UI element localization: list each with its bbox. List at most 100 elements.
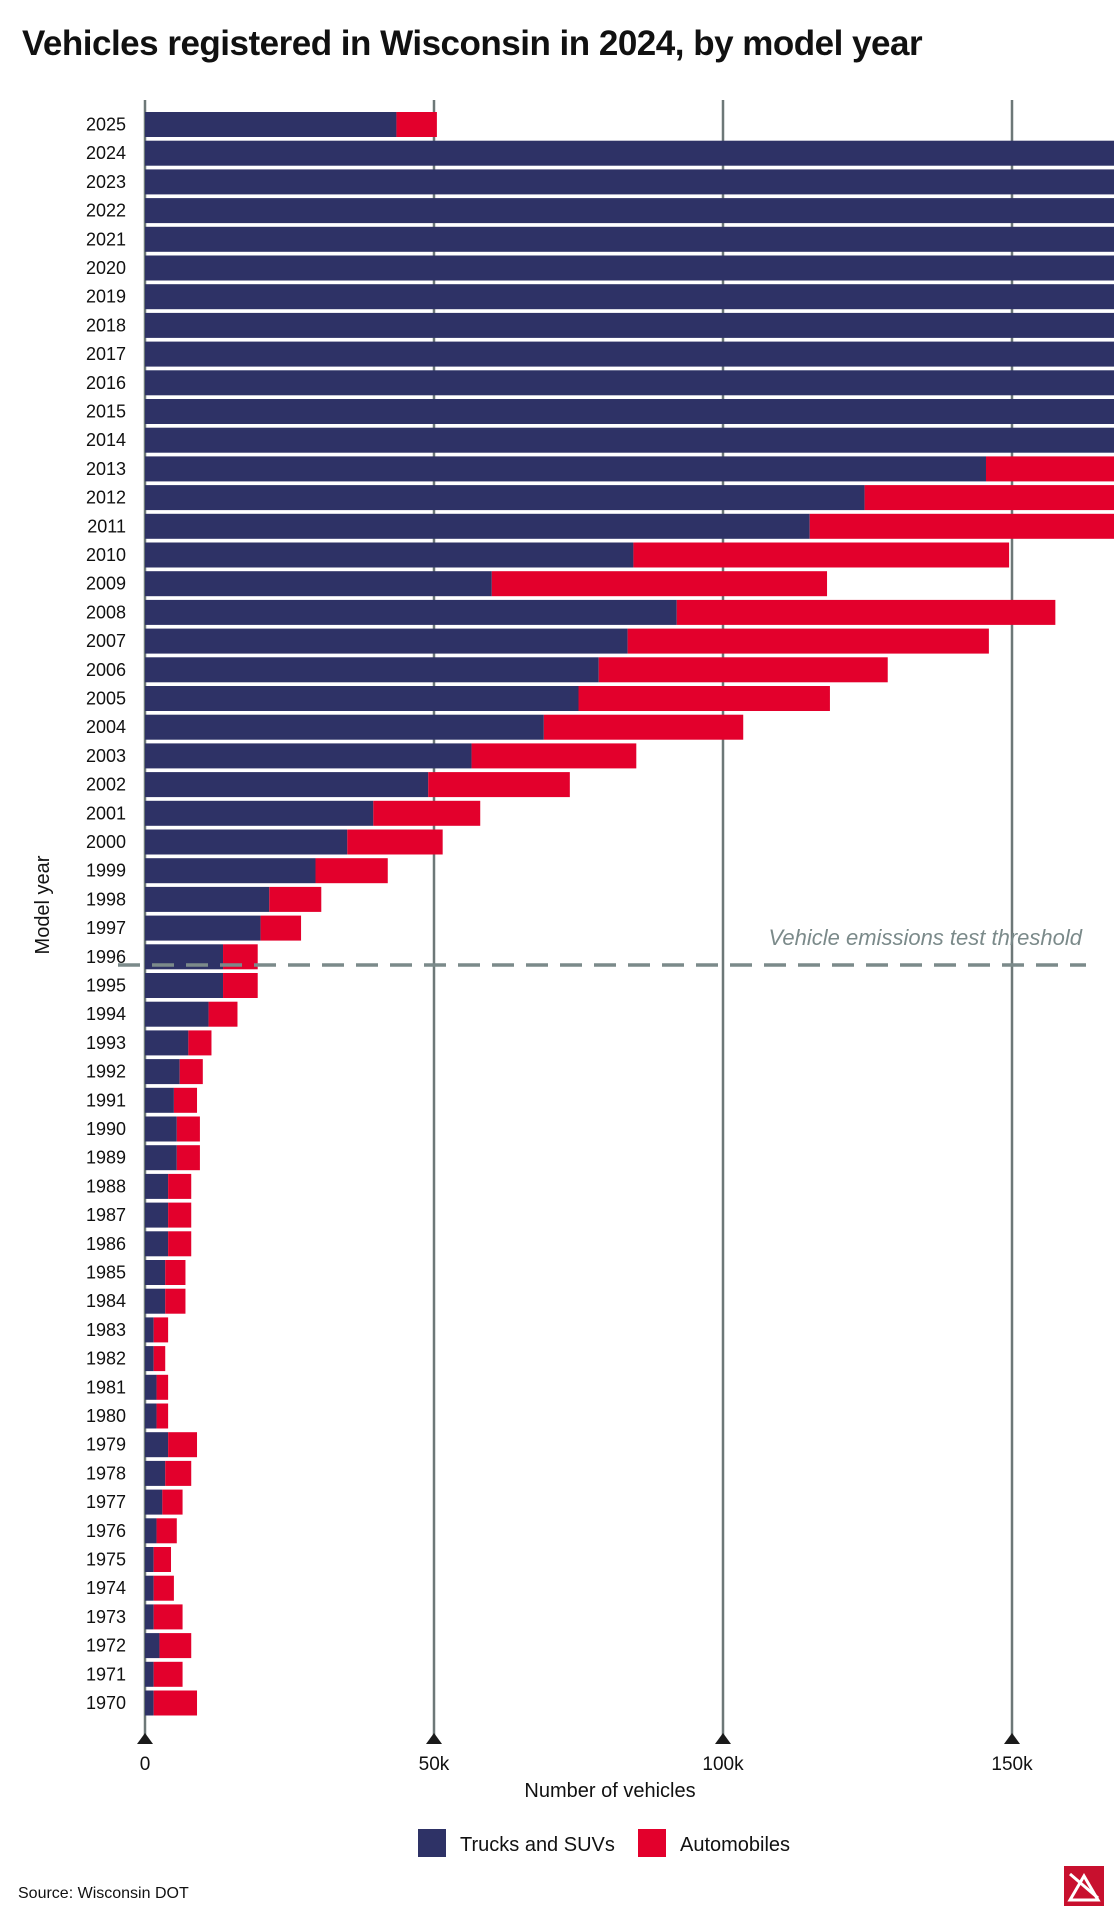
y-tick-label: 2012 bbox=[86, 488, 126, 508]
y-tick-label: 2006 bbox=[86, 660, 126, 680]
y-tick-label: 2004 bbox=[86, 717, 126, 737]
y-tick-label: 2003 bbox=[86, 746, 126, 766]
bar-segment-automobiles bbox=[627, 628, 989, 654]
bar-segment-automobiles bbox=[159, 1633, 192, 1659]
y-tick-label: 2025 bbox=[86, 115, 126, 135]
bar-segment-trucks-and-suvs bbox=[145, 1547, 154, 1572]
bar-segment-trucks-and-suvs bbox=[145, 341, 1114, 367]
bar-segment-trucks-and-suvs bbox=[145, 1001, 209, 1027]
bar-segment-automobiles bbox=[676, 599, 1056, 625]
y-tick-label: 2024 bbox=[86, 143, 126, 163]
bar-segment-trucks-and-suvs bbox=[145, 1403, 157, 1429]
bar-segment-automobiles bbox=[471, 743, 637, 769]
bar-segment-trucks-and-suvs bbox=[145, 284, 1114, 310]
bar-segment-trucks-and-suvs bbox=[145, 1260, 166, 1285]
bar-segment-trucks-and-suvs bbox=[145, 657, 599, 683]
axis-tick-marker bbox=[137, 1733, 153, 1744]
y-tick-label: 1983 bbox=[86, 1320, 126, 1340]
y-tick-label: 2000 bbox=[86, 832, 126, 852]
y-tick-label: 1998 bbox=[86, 889, 126, 909]
bar-segment-trucks-and-suvs bbox=[145, 427, 1114, 453]
y-tick-label: 2007 bbox=[86, 631, 126, 651]
bar-segment-trucks-and-suvs bbox=[145, 628, 628, 654]
bar-segment-automobiles bbox=[491, 571, 828, 597]
y-tick-label: 1972 bbox=[86, 1636, 126, 1656]
y-tick-label: 1994 bbox=[86, 1004, 126, 1024]
bar-segment-automobiles bbox=[985, 456, 1114, 482]
bar-segment-trucks-and-suvs bbox=[145, 1518, 157, 1544]
bar-segment-trucks-and-suvs bbox=[145, 714, 544, 740]
y-tick-label: 2019 bbox=[86, 287, 126, 307]
bar-segment-automobiles bbox=[153, 1575, 174, 1601]
y-tick-label: 1995 bbox=[86, 976, 126, 996]
bar-segment-automobiles bbox=[173, 1087, 198, 1113]
bar-segment-trucks-and-suvs bbox=[145, 1661, 154, 1687]
y-tick-label: 2001 bbox=[86, 803, 126, 823]
bar-segment-trucks-and-suvs bbox=[145, 226, 1114, 252]
y-tick-label: 2022 bbox=[86, 201, 126, 221]
bar-segment-trucks-and-suvs bbox=[145, 198, 1114, 224]
y-tick-label: 2013 bbox=[86, 459, 126, 479]
bar-segment-trucks-and-suvs bbox=[145, 542, 634, 568]
y-tick-label: 2010 bbox=[86, 545, 126, 565]
bar-segment-trucks-and-suvs bbox=[145, 112, 397, 137]
y-tick-label: 1971 bbox=[86, 1664, 126, 1684]
bar-segment-automobiles bbox=[168, 1202, 192, 1228]
bar-segment-automobiles bbox=[176, 1116, 200, 1142]
y-tick-label: 2016 bbox=[86, 373, 126, 393]
y-tick-label: 2014 bbox=[86, 430, 126, 450]
bar-segment-automobiles bbox=[864, 485, 1114, 511]
y-tick-label: 1999 bbox=[86, 861, 126, 881]
bar-segment-trucks-and-suvs bbox=[145, 456, 986, 482]
axis-tick-marker bbox=[426, 1733, 442, 1744]
y-tick-label: 1997 bbox=[86, 918, 126, 938]
bar-segment-automobiles bbox=[153, 1661, 183, 1687]
bar-segment-trucks-and-suvs bbox=[145, 255, 1114, 281]
y-tick-label: 1975 bbox=[86, 1550, 126, 1570]
bar-segment-trucks-and-suvs bbox=[145, 743, 472, 769]
bar-segment-trucks-and-suvs bbox=[145, 1604, 154, 1630]
bar-segment-trucks-and-suvs bbox=[145, 800, 374, 826]
bar-segment-automobiles bbox=[153, 1547, 172, 1572]
bar-segment-trucks-and-suvs bbox=[145, 485, 865, 511]
legend-label-trucks: Trucks and SUVs bbox=[460, 1834, 615, 1856]
bar-segment-trucks-and-suvs bbox=[145, 370, 1114, 396]
bar-segment-trucks-and-suvs bbox=[145, 140, 1114, 166]
bar-segment-trucks-and-suvs bbox=[145, 513, 810, 539]
bar-segment-trucks-and-suvs bbox=[145, 599, 677, 625]
x-axis-label: Number of vehicles bbox=[524, 1780, 695, 1802]
bar-segment-automobiles bbox=[598, 657, 888, 683]
y-tick-label: 2002 bbox=[86, 775, 126, 795]
bar-segment-automobiles bbox=[162, 1489, 183, 1515]
y-tick-label: 1991 bbox=[86, 1090, 126, 1110]
bar-segment-automobiles bbox=[165, 1288, 186, 1314]
y-tick-label: 1987 bbox=[86, 1205, 126, 1225]
y-tick-label: 1976 bbox=[86, 1521, 126, 1541]
x-tick-label: 50k bbox=[419, 1754, 450, 1775]
publisher-logo bbox=[1064, 1866, 1104, 1906]
y-tick-label: 1973 bbox=[86, 1607, 126, 1627]
bar-segment-trucks-and-suvs bbox=[145, 886, 270, 912]
bar-segment-automobiles bbox=[153, 1317, 169, 1343]
x-tick-label: 100k bbox=[702, 1754, 744, 1775]
bar-segment-trucks-and-suvs bbox=[145, 973, 224, 998]
y-tick-label: 2005 bbox=[86, 689, 126, 709]
bar-segment-automobiles bbox=[809, 513, 1114, 539]
bar-segment-trucks-and-suvs bbox=[145, 1202, 169, 1228]
bar-segment-automobiles bbox=[156, 1403, 169, 1429]
y-tick-label: 2018 bbox=[86, 315, 126, 335]
bar-segment-automobiles bbox=[165, 1260, 186, 1285]
bar-segment-automobiles bbox=[168, 1432, 198, 1458]
bar-segment-automobiles bbox=[347, 829, 443, 855]
bar-segment-trucks-and-suvs bbox=[145, 1059, 180, 1085]
bar-segment-trucks-and-suvs bbox=[145, 1087, 174, 1113]
y-tick-label: 1990 bbox=[86, 1119, 126, 1139]
y-tick-label: 1982 bbox=[86, 1349, 126, 1369]
legend-label-automobiles: Automobiles bbox=[680, 1834, 790, 1856]
bar-segment-trucks-and-suvs bbox=[145, 1460, 166, 1486]
y-tick-label: 1974 bbox=[86, 1578, 126, 1598]
bar-segment-trucks-and-suvs bbox=[145, 858, 316, 884]
legend: Trucks and SUVs Automobiles bbox=[418, 1829, 790, 1857]
y-tick-label: 1992 bbox=[86, 1062, 126, 1082]
y-tick-label: 1993 bbox=[86, 1033, 126, 1053]
